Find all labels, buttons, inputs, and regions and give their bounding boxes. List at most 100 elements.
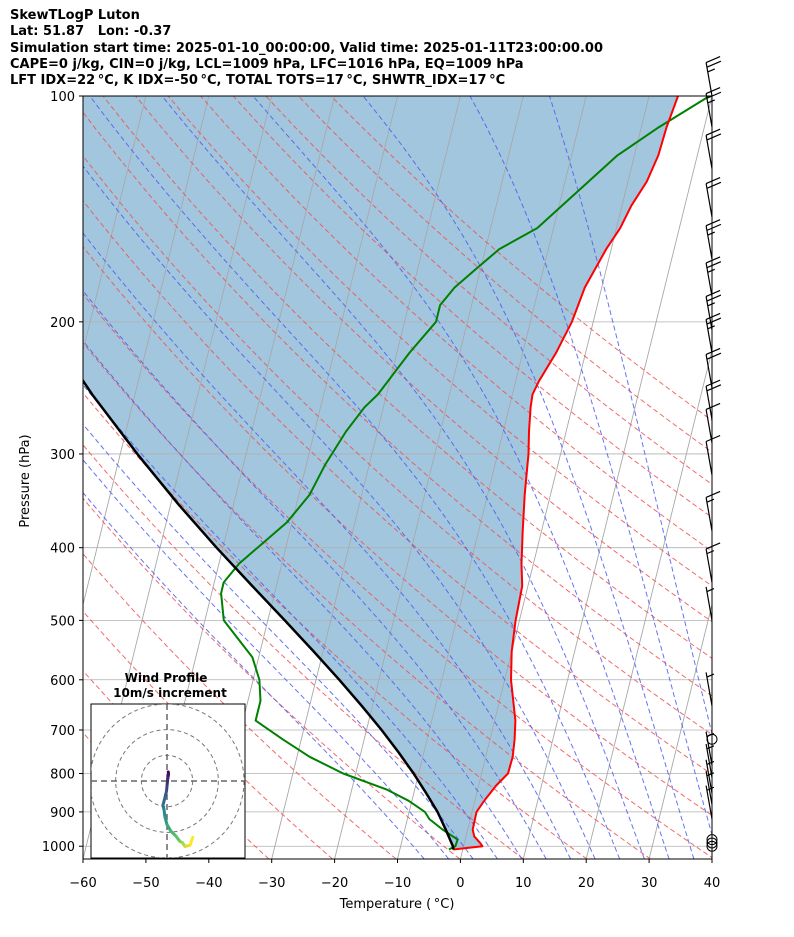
barb-flag [706, 317, 722, 325]
wind-barb [705, 256, 722, 297]
barb-flag [705, 542, 721, 550]
moist-adiabat [83, 384, 498, 859]
dry-adiabat [83, 497, 461, 859]
wind-barb [705, 347, 722, 389]
wind-barb [705, 312, 722, 353]
profile-layer [83, 96, 711, 851]
index-values-line: LFT IDX=22 °C, K IDX=-50 °C, TOTAL TOTS=… [10, 73, 506, 89]
x-tick-label: 0 [456, 876, 464, 891]
dry-adiabat [232, 96, 712, 518]
moist-adiabat [89, 96, 621, 859]
isotherm-line [711, 857, 712, 859]
barb-staff [705, 354, 713, 389]
y-tick-label: 1000 [42, 840, 75, 855]
barb-staff [705, 296, 713, 330]
moist-adiabat [83, 289, 547, 859]
hodograph-plot [91, 704, 245, 858]
barb-staff [705, 93, 713, 128]
barb-flag [705, 256, 721, 264]
barb-flag [705, 219, 721, 227]
barb-staff [705, 785, 713, 820]
barb-half-flag [706, 588, 715, 593]
dry-adiabat [83, 246, 712, 816]
barb-flag [706, 261, 722, 269]
barb-half-flag [707, 302, 715, 307]
x-tick-label: −60 [69, 876, 96, 891]
wind-barb [706, 834, 718, 846]
moist-adiabat [469, 96, 712, 837]
wind-barb [705, 402, 721, 444]
parcel-path-line [83, 378, 455, 850]
wind-barb [705, 672, 715, 706]
moist-adiabat [83, 339, 523, 859]
barb-staff [705, 672, 713, 706]
y-tick-label: 300 [50, 448, 75, 463]
barb-flag [705, 289, 721, 297]
barb-flag [705, 434, 721, 443]
y-tick-label: 100 [50, 90, 75, 105]
wind-barb [705, 177, 722, 218]
barb-half-flag [707, 99, 715, 104]
hodograph-title: Wind Profile [125, 671, 208, 685]
wind-barbs-layer [705, 55, 722, 852]
location-line: Lat: 51.87 Lon: -0.37 [10, 24, 172, 40]
dry-adiabat [83, 342, 651, 859]
dry-adiabat [330, 96, 712, 422]
dry-adiabat [83, 610, 333, 859]
wind-barb [705, 434, 721, 476]
wind-barb [705, 55, 722, 97]
x-tick-label: −10 [384, 876, 411, 891]
moist-adiabat [83, 459, 450, 859]
x-tick-label: −40 [195, 876, 222, 891]
wind-barb [706, 840, 718, 852]
wind-barb [705, 379, 722, 420]
chart-header: SkewTLogP Luton Lat: 51.87 Lon: -0.37 Si… [10, 8, 603, 89]
barb-half-flag [706, 673, 715, 678]
isotherm-line [648, 602, 712, 859]
wind-barb [705, 586, 715, 621]
x-tick-label: 40 [704, 876, 721, 891]
barb-half-flag [707, 231, 715, 236]
dry-adiabat [83, 199, 712, 775]
wind-barb [705, 490, 721, 532]
isotherm-line [585, 348, 712, 859]
y-tick-label: 600 [50, 674, 75, 689]
barb-flag [705, 87, 721, 95]
moist-adiabat [83, 423, 474, 859]
barb-staff [705, 225, 713, 260]
isotherm-line [83, 96, 84, 98]
hodograph-subtitle: 10m/s increment [113, 686, 227, 700]
barb-flag [705, 55, 721, 64]
y-tick-label: 200 [50, 316, 75, 331]
isotherm-line [83, 96, 210, 607]
barb-staff [705, 770, 713, 805]
isotherm-line [83, 96, 147, 353]
axes-layer: −60 −50 −40 −30 −20 −10 0 10 20 30 40 1000 900 800 700… [42, 90, 720, 891]
barb-flag [706, 223, 722, 231]
wind-barb [705, 542, 721, 583]
barb-flag [706, 294, 722, 302]
x-tick-label: 30 [641, 876, 658, 891]
moist-adiabat [549, 96, 712, 736]
barb-staff [705, 409, 713, 444]
x-tick-label: −20 [321, 876, 348, 891]
calm-wind-circle [706, 837, 718, 849]
x-tick-label: −50 [132, 876, 159, 891]
barb-half-flag [706, 550, 715, 555]
dry-adiabat [83, 444, 524, 859]
parcel-temperature-shading [83, 96, 678, 850]
wind-barb [705, 759, 715, 794]
barb-half-flag [706, 498, 715, 503]
wind-barb [705, 128, 722, 169]
y-tick-label: 400 [50, 542, 75, 557]
y-axis-label: Pressure (hPa) [18, 434, 33, 527]
barb-staff [705, 62, 713, 97]
barb-staff [705, 743, 713, 778]
x-tick-label: 10 [515, 876, 532, 891]
wind-barb [706, 733, 718, 745]
dry-adiabat [83, 392, 588, 859]
barb-staff [705, 135, 713, 169]
x-tick-label: −30 [258, 876, 285, 891]
barb-flag [706, 384, 722, 392]
